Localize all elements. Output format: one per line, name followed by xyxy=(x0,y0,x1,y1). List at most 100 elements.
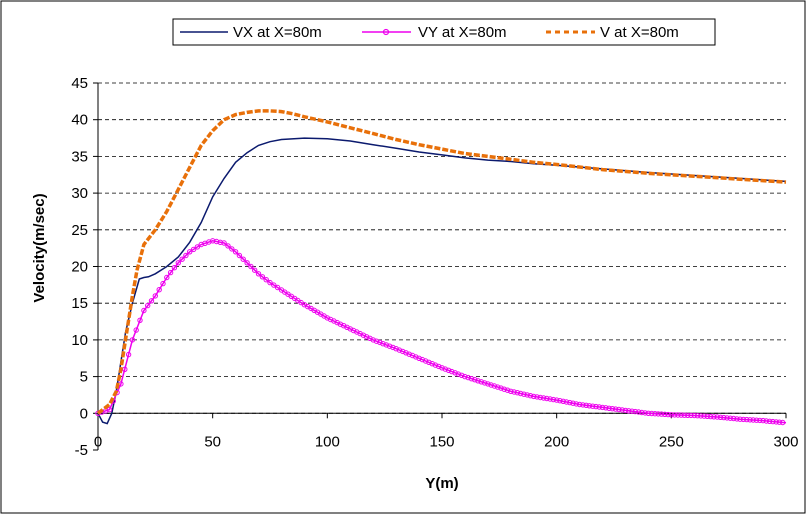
data-point xyxy=(386,343,393,349)
data-point xyxy=(439,365,445,371)
y-tick-label: 5 xyxy=(80,369,88,386)
data-point xyxy=(675,412,681,418)
data-point xyxy=(573,401,579,407)
data-point xyxy=(704,413,711,419)
data-point xyxy=(225,243,231,249)
y-tick-label: 40 xyxy=(71,112,88,129)
data-point xyxy=(495,384,501,390)
data-point xyxy=(567,399,573,406)
data-point xyxy=(711,414,717,420)
data-point xyxy=(210,238,216,244)
data-point xyxy=(576,401,583,408)
data-point xyxy=(678,412,684,418)
data-point xyxy=(688,412,694,419)
data-point xyxy=(465,374,471,381)
data-point xyxy=(164,274,170,281)
data-point xyxy=(190,246,197,253)
data-point xyxy=(508,388,514,394)
data-point xyxy=(593,403,599,410)
data-point xyxy=(554,397,560,403)
data-point xyxy=(609,406,616,412)
data-point xyxy=(468,376,475,382)
data-point xyxy=(701,413,707,419)
legend: VX at X=80m VY at X=80m V at X=80m xyxy=(172,18,716,46)
data-point xyxy=(763,418,769,424)
data-point xyxy=(459,372,465,378)
data-point xyxy=(717,414,724,420)
data-point xyxy=(252,267,258,273)
data-point xyxy=(750,417,756,423)
data-point xyxy=(580,402,586,408)
data-point xyxy=(527,393,534,399)
series-line-2 xyxy=(96,109,787,415)
legend-box xyxy=(172,18,716,46)
legend-label-vy: VY at X=80m xyxy=(418,24,507,41)
data-point xyxy=(422,358,429,364)
data-point xyxy=(590,403,596,409)
data-point xyxy=(400,348,406,355)
data-point xyxy=(232,249,239,255)
data-point xyxy=(734,416,740,422)
data-point xyxy=(714,414,720,420)
data-point xyxy=(603,405,609,411)
data-point xyxy=(274,284,281,291)
data-point xyxy=(452,370,458,376)
data-point xyxy=(662,411,668,417)
y-tick-label: 0 xyxy=(80,405,88,422)
data-point xyxy=(606,405,612,411)
series-markers-1 xyxy=(95,238,786,426)
data-point xyxy=(229,246,235,252)
data-point xyxy=(152,293,159,299)
data-point xyxy=(403,350,409,356)
data-point xyxy=(221,240,227,246)
x-tick-label: 150 xyxy=(429,433,454,450)
data-point xyxy=(596,404,602,410)
data-point xyxy=(449,368,455,375)
data-point xyxy=(642,410,648,416)
y-axis-title: Velocity(m/sec) xyxy=(31,193,48,302)
data-point xyxy=(145,302,151,309)
data-point xyxy=(514,390,521,396)
data-point xyxy=(583,402,589,408)
data-point xyxy=(137,317,143,323)
data-point xyxy=(753,417,760,423)
y-tick-label: 20 xyxy=(71,259,88,276)
data-point xyxy=(544,395,550,402)
data-point xyxy=(730,415,737,422)
data-point xyxy=(599,404,606,411)
data-point xyxy=(707,413,714,420)
data-point xyxy=(141,307,147,314)
data-point xyxy=(622,407,629,414)
data-point xyxy=(770,418,776,425)
data-point xyxy=(547,396,553,402)
series-layer xyxy=(95,109,787,426)
data-point xyxy=(183,252,189,259)
data-point xyxy=(217,239,224,246)
data-point xyxy=(766,418,773,424)
legend-item-vy: VY at X=80m xyxy=(362,24,507,41)
data-point xyxy=(504,387,511,393)
data-point xyxy=(560,398,566,404)
data-point xyxy=(255,271,262,277)
data-point xyxy=(671,412,678,418)
x-tick-label: 100 xyxy=(315,433,340,450)
data-point xyxy=(488,382,494,388)
data-point xyxy=(380,341,386,347)
x-tick-label: 200 xyxy=(544,433,569,450)
y-tick-label: 35 xyxy=(71,148,88,165)
data-point xyxy=(462,373,468,380)
x-tick-label: 300 xyxy=(773,433,798,450)
data-point xyxy=(645,410,652,416)
data-point xyxy=(550,396,557,403)
data-point xyxy=(570,400,576,406)
data-point xyxy=(501,386,507,392)
data-point xyxy=(563,399,570,405)
data-point xyxy=(179,256,185,262)
data-point xyxy=(271,282,277,288)
y-tick-label: 30 xyxy=(71,185,88,202)
tick-labels: -5 0 5 10 15 20 25 30 35 40 45 0 50 100 150 200 250 300 xyxy=(71,75,798,459)
data-point xyxy=(773,419,779,425)
data-point xyxy=(639,409,645,416)
